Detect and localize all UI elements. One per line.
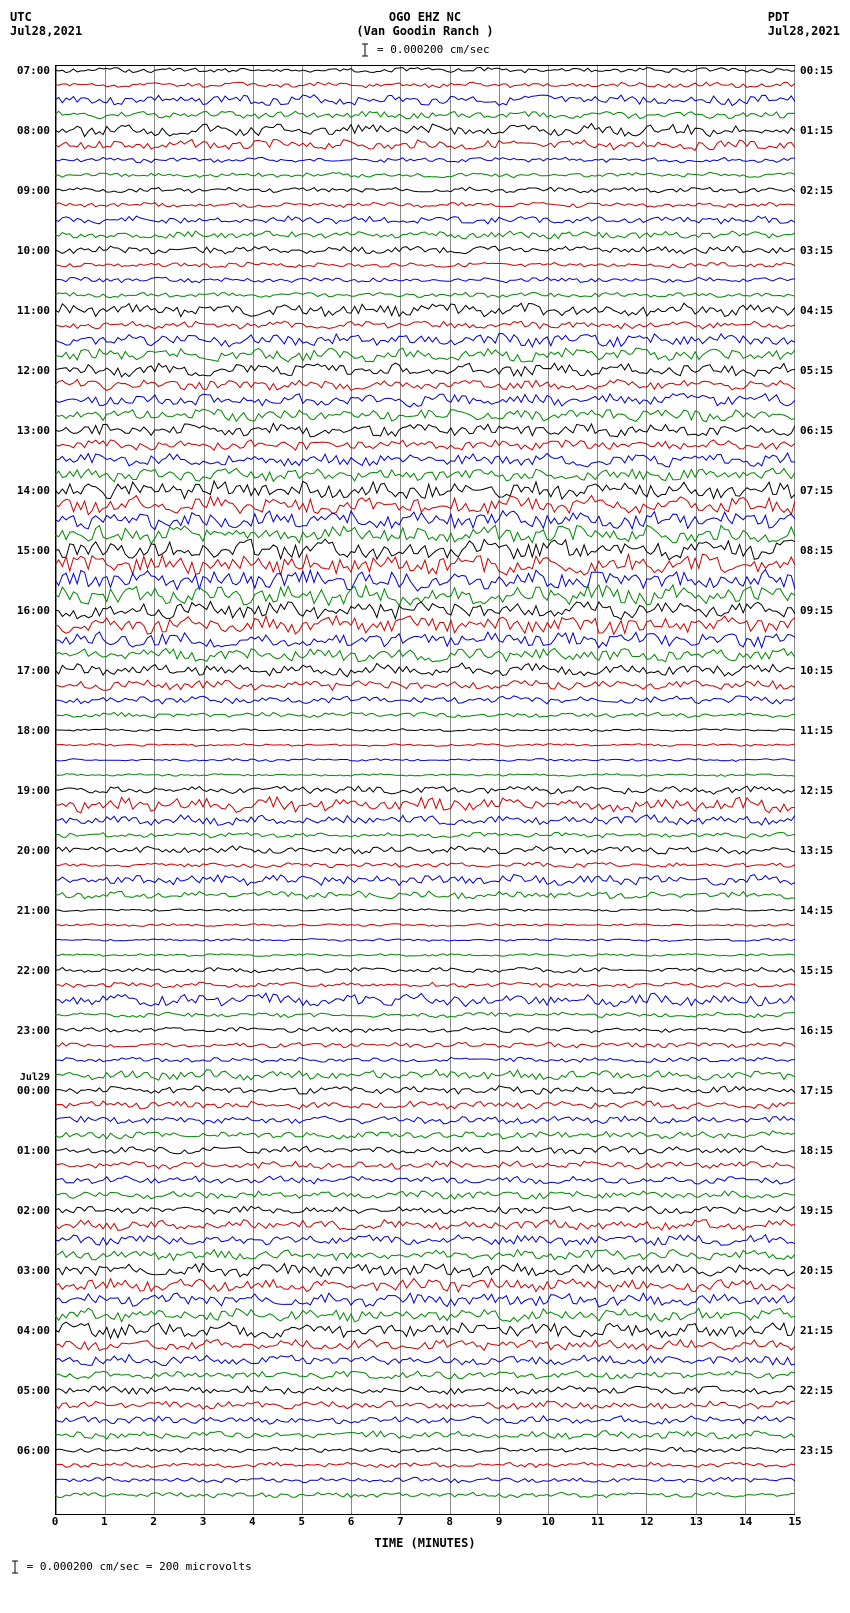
utc-time-label: 15:00 [17,545,50,556]
x-tick: 5 [298,1515,305,1528]
x-tick: 7 [397,1515,404,1528]
tz-left: UTC [10,10,82,24]
pdt-time-label: 03:15 [800,245,833,256]
scale-indicator: = 0.000200 cm/sec [10,43,840,57]
utc-time-label: 04:00 [17,1325,50,1336]
utc-time-label: 01:00 [17,1145,50,1156]
pdt-time-label: 09:15 [800,605,833,616]
pdt-time-label: 10:15 [800,665,833,676]
pdt-time-label: 00:15 [800,65,833,76]
pdt-time-label: 18:15 [800,1145,833,1156]
utc-time-label: 10:00 [17,245,50,256]
station-location: (Van Goodin Ranch ) [356,24,493,38]
station-id: OGO EHZ NC [356,10,493,24]
pdt-time-label: 16:15 [800,1025,833,1036]
x-tick: 3 [200,1515,207,1528]
header-left: UTC Jul28,2021 [10,10,82,38]
utc-time-label: 14:00 [17,485,50,496]
x-axis-label: TIME (MINUTES) [55,1536,795,1550]
utc-time-label: 09:00 [17,185,50,196]
helicorder-plot: 07:00 08:00 09:00 10:00 11:00 12:00 13:00 14:00… [10,65,840,1545]
x-tick: 13 [690,1515,703,1528]
x-tick: 14 [739,1515,752,1528]
utc-time-label: 11:00 [17,305,50,316]
pdt-time-label: 23:15 [800,1445,833,1456]
pdt-time-label: 11:15 [800,725,833,736]
pdt-time-label: 08:15 [800,545,833,556]
utc-time-label: 08:00 [17,125,50,136]
x-tick: 15 [788,1515,801,1528]
utc-time-label: 17:00 [17,665,50,676]
utc-time-label: 12:00 [17,365,50,376]
secondary-date-label: Jul29 [20,1073,50,1083]
utc-time-label: 21:00 [17,905,50,916]
pdt-time-label: 13:15 [800,845,833,856]
utc-time-label: 13:00 [17,425,50,436]
pdt-time-label: 22:15 [800,1385,833,1396]
utc-time-label: 22:00 [17,965,50,976]
header: UTC Jul28,2021 OGO EHZ NC (Van Goodin Ra… [10,10,840,38]
pdt-time-label: 07:15 [800,485,833,496]
utc-time-label: 16:00 [17,605,50,616]
pdt-time-label: 12:15 [800,785,833,796]
tz-right: PDT [768,10,840,24]
utc-time-label: 20:00 [17,845,50,856]
utc-time-label: 02:00 [17,1205,50,1216]
seismic-trace [55,1483,795,1507]
pdt-time-label: 20:15 [800,1265,833,1276]
pdt-time-label: 14:15 [800,905,833,916]
x-tick: 11 [591,1515,604,1528]
pdt-time-label: 02:15 [800,185,833,196]
pdt-time-label: 21:15 [800,1325,833,1336]
pdt-time-label: 05:15 [800,365,833,376]
x-tick: 9 [496,1515,503,1528]
x-tick: 6 [348,1515,355,1528]
x-tick: 1 [101,1515,108,1528]
header-center: OGO EHZ NC (Van Goodin Ranch ) [356,10,493,38]
utc-time-label: 00:00 [17,1085,50,1096]
header-right: PDT Jul28,2021 [768,10,840,38]
footer-text: = 0.000200 cm/sec = 200 microvolts [27,1560,252,1573]
x-tick: 8 [446,1515,453,1528]
utc-time-label: 19:00 [17,785,50,796]
pdt-time-label: 01:15 [800,125,833,136]
pdt-time-label: 15:15 [800,965,833,976]
utc-time-label: 03:00 [17,1265,50,1276]
utc-time-label: 23:00 [17,1025,50,1036]
x-tick: 0 [52,1515,59,1528]
pdt-time-label: 17:15 [800,1085,833,1096]
utc-time-label: 07:00 [17,65,50,76]
date-right: Jul28,2021 [768,24,840,38]
pdt-time-label: 19:15 [800,1205,833,1216]
utc-time-label: 06:00 [17,1445,50,1456]
x-tick: 12 [640,1515,653,1528]
x-tick: 4 [249,1515,256,1528]
seismic-traces [55,65,795,1515]
footer: = 0.000200 cm/sec = 200 microvolts [10,1560,840,1574]
utc-time-label: 18:00 [17,725,50,736]
date-left: Jul28,2021 [10,24,82,38]
x-tick: 2 [150,1515,157,1528]
scale-text: = 0.000200 cm/sec [377,43,490,56]
x-axis: TIME (MINUTES) 0123456789101112131415 [55,1515,795,1545]
x-tick: 10 [542,1515,555,1528]
pdt-time-label: 06:15 [800,425,833,436]
utc-time-label: 05:00 [17,1385,50,1396]
pdt-time-label: 04:15 [800,305,833,316]
